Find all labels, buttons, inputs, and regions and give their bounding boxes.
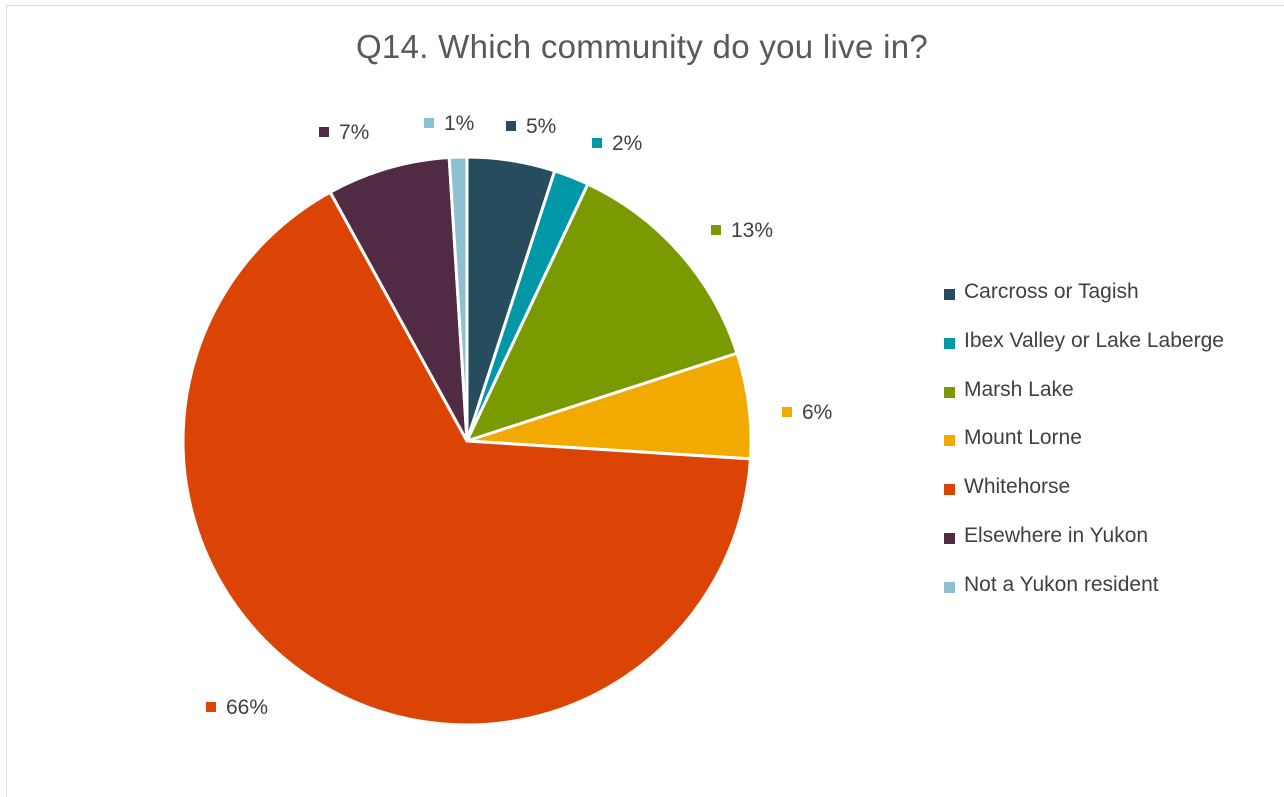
legend-label: Not a Yukon resident — [964, 572, 1159, 596]
data-label: 13% — [731, 219, 773, 242]
data-label-group: 1% — [424, 112, 474, 135]
data-label: 7% — [339, 121, 369, 144]
data-label-group: 2% — [592, 132, 642, 155]
legend-item: Carcross or Tagish — [944, 280, 1284, 329]
legend-label: Elsewhere in Yukon — [964, 523, 1149, 547]
legend-swatch — [944, 386, 955, 398]
legend-swatch — [944, 289, 955, 300]
data-label-group: 5% — [506, 115, 556, 138]
legend-label: Marsh Lake — [964, 377, 1074, 401]
legend-label: Whitehorse — [964, 475, 1071, 499]
data-label: 6% — [802, 401, 832, 424]
data-label-marker — [506, 121, 516, 131]
legend-swatch — [944, 581, 955, 593]
data-label-group: 66% — [206, 696, 268, 719]
legend-item: Ibex Valley or Lake Laberge — [944, 329, 1284, 378]
legend-item: Whitehorse — [944, 475, 1284, 524]
data-label-marker — [206, 702, 216, 712]
data-label-marker — [711, 225, 721, 235]
data-label: 1% — [444, 112, 474, 135]
legend-swatch — [944, 484, 955, 496]
data-label: 5% — [526, 115, 556, 138]
legend-item: Not a Yukon resident — [944, 573, 1284, 622]
chart-title: Q14. Which community do you live in? — [355, 28, 929, 65]
legend-label: Ibex Valley or Lake Laberge — [964, 328, 1224, 352]
legend-item: Elsewhere in Yukon — [944, 524, 1284, 573]
pie-slice-not-a-yukon-resident — [447, 155, 469, 443]
pie-slice-elsewhere-in-yukon — [328, 156, 469, 443]
data-label-marker — [424, 118, 434, 128]
legend-swatch — [944, 532, 955, 544]
pie-slice-whitehorse — [181, 190, 752, 727]
legend-label: Carcross or Tagish — [964, 280, 1139, 303]
data-label-group: 6% — [782, 401, 832, 424]
legend-item: Marsh Lake — [944, 378, 1284, 427]
data-label-marker — [592, 138, 602, 148]
legend-swatch — [944, 337, 955, 349]
legend-item: Mount Lorne — [944, 426, 1284, 475]
data-label-marker — [782, 407, 792, 417]
data-label: 66% — [226, 696, 268, 719]
pie-slice-marsh-lake — [465, 182, 739, 443]
data-label: 2% — [612, 132, 642, 155]
chart-legend: Carcross or Tagish Ibex Valley or Lake La… — [944, 280, 1284, 622]
data-label-group: 7% — [319, 121, 369, 144]
legend-swatch — [944, 435, 955, 447]
data-label-group: 13% — [711, 219, 773, 242]
data-label-marker — [319, 127, 329, 137]
legend-label: Mount Lorne — [964, 426, 1082, 450]
